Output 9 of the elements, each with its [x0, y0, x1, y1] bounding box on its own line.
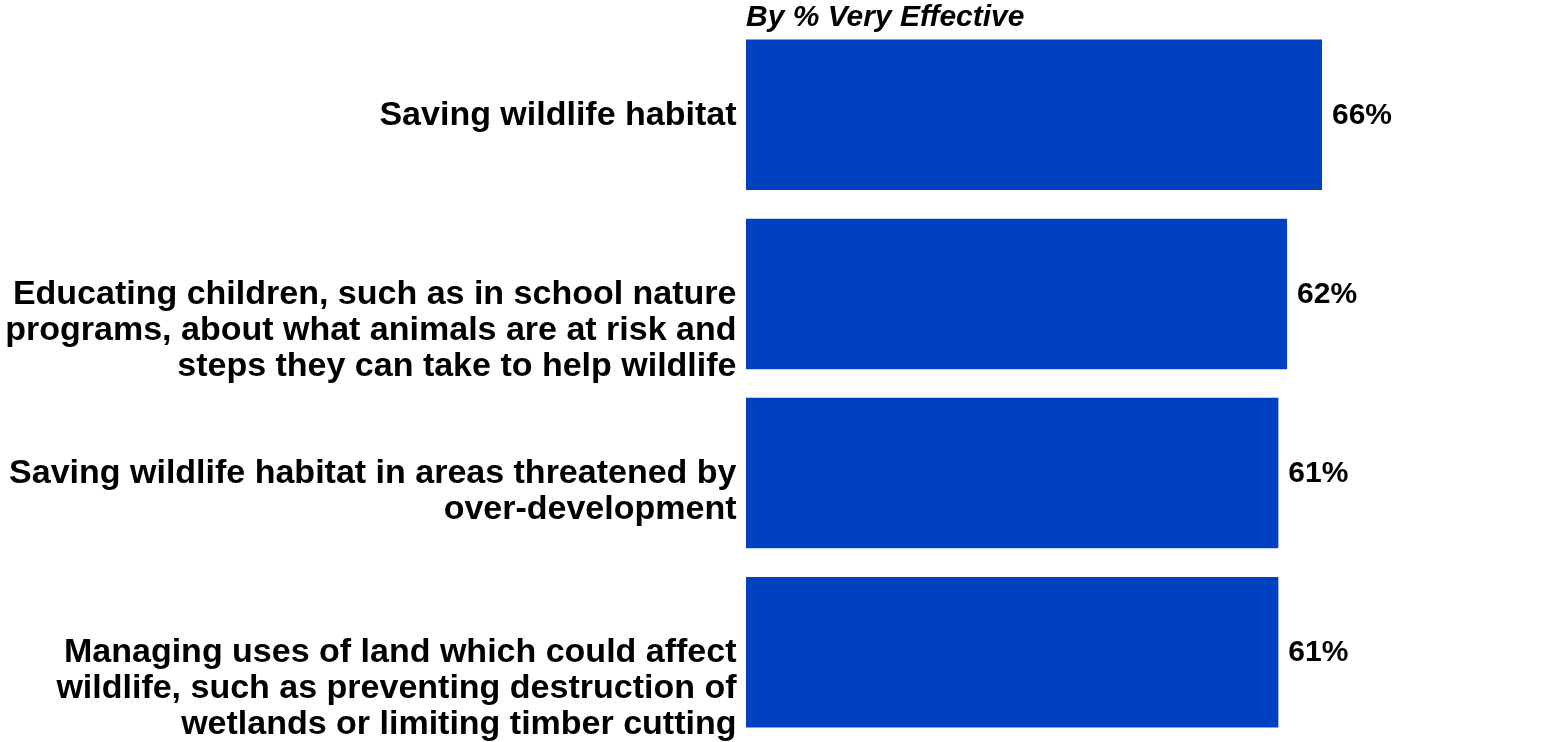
- chart-title: By % Very Effective: [746, 0, 1025, 32]
- data-label: 62%: [1297, 275, 1358, 309]
- data-label: 61%: [1288, 455, 1349, 489]
- y-tick-label: Managing uses of land which could affect wildlife, such as preventing destruction of wetlands or limiting timber cutting: [55, 631, 738, 742]
- y-tick-label: Saving wildlife habitat: [379, 93, 737, 132]
- data-label: 61%: [1288, 634, 1349, 668]
- y-tick-label: Educating children, such as in school nature programs, about what animals are at risk and steps they can take to help wildlife: [5, 272, 737, 383]
- y-tick-label: Saving wildlife habitat in areas threatened by over-development: [9, 452, 737, 527]
- data-label: 66%: [1332, 96, 1393, 130]
